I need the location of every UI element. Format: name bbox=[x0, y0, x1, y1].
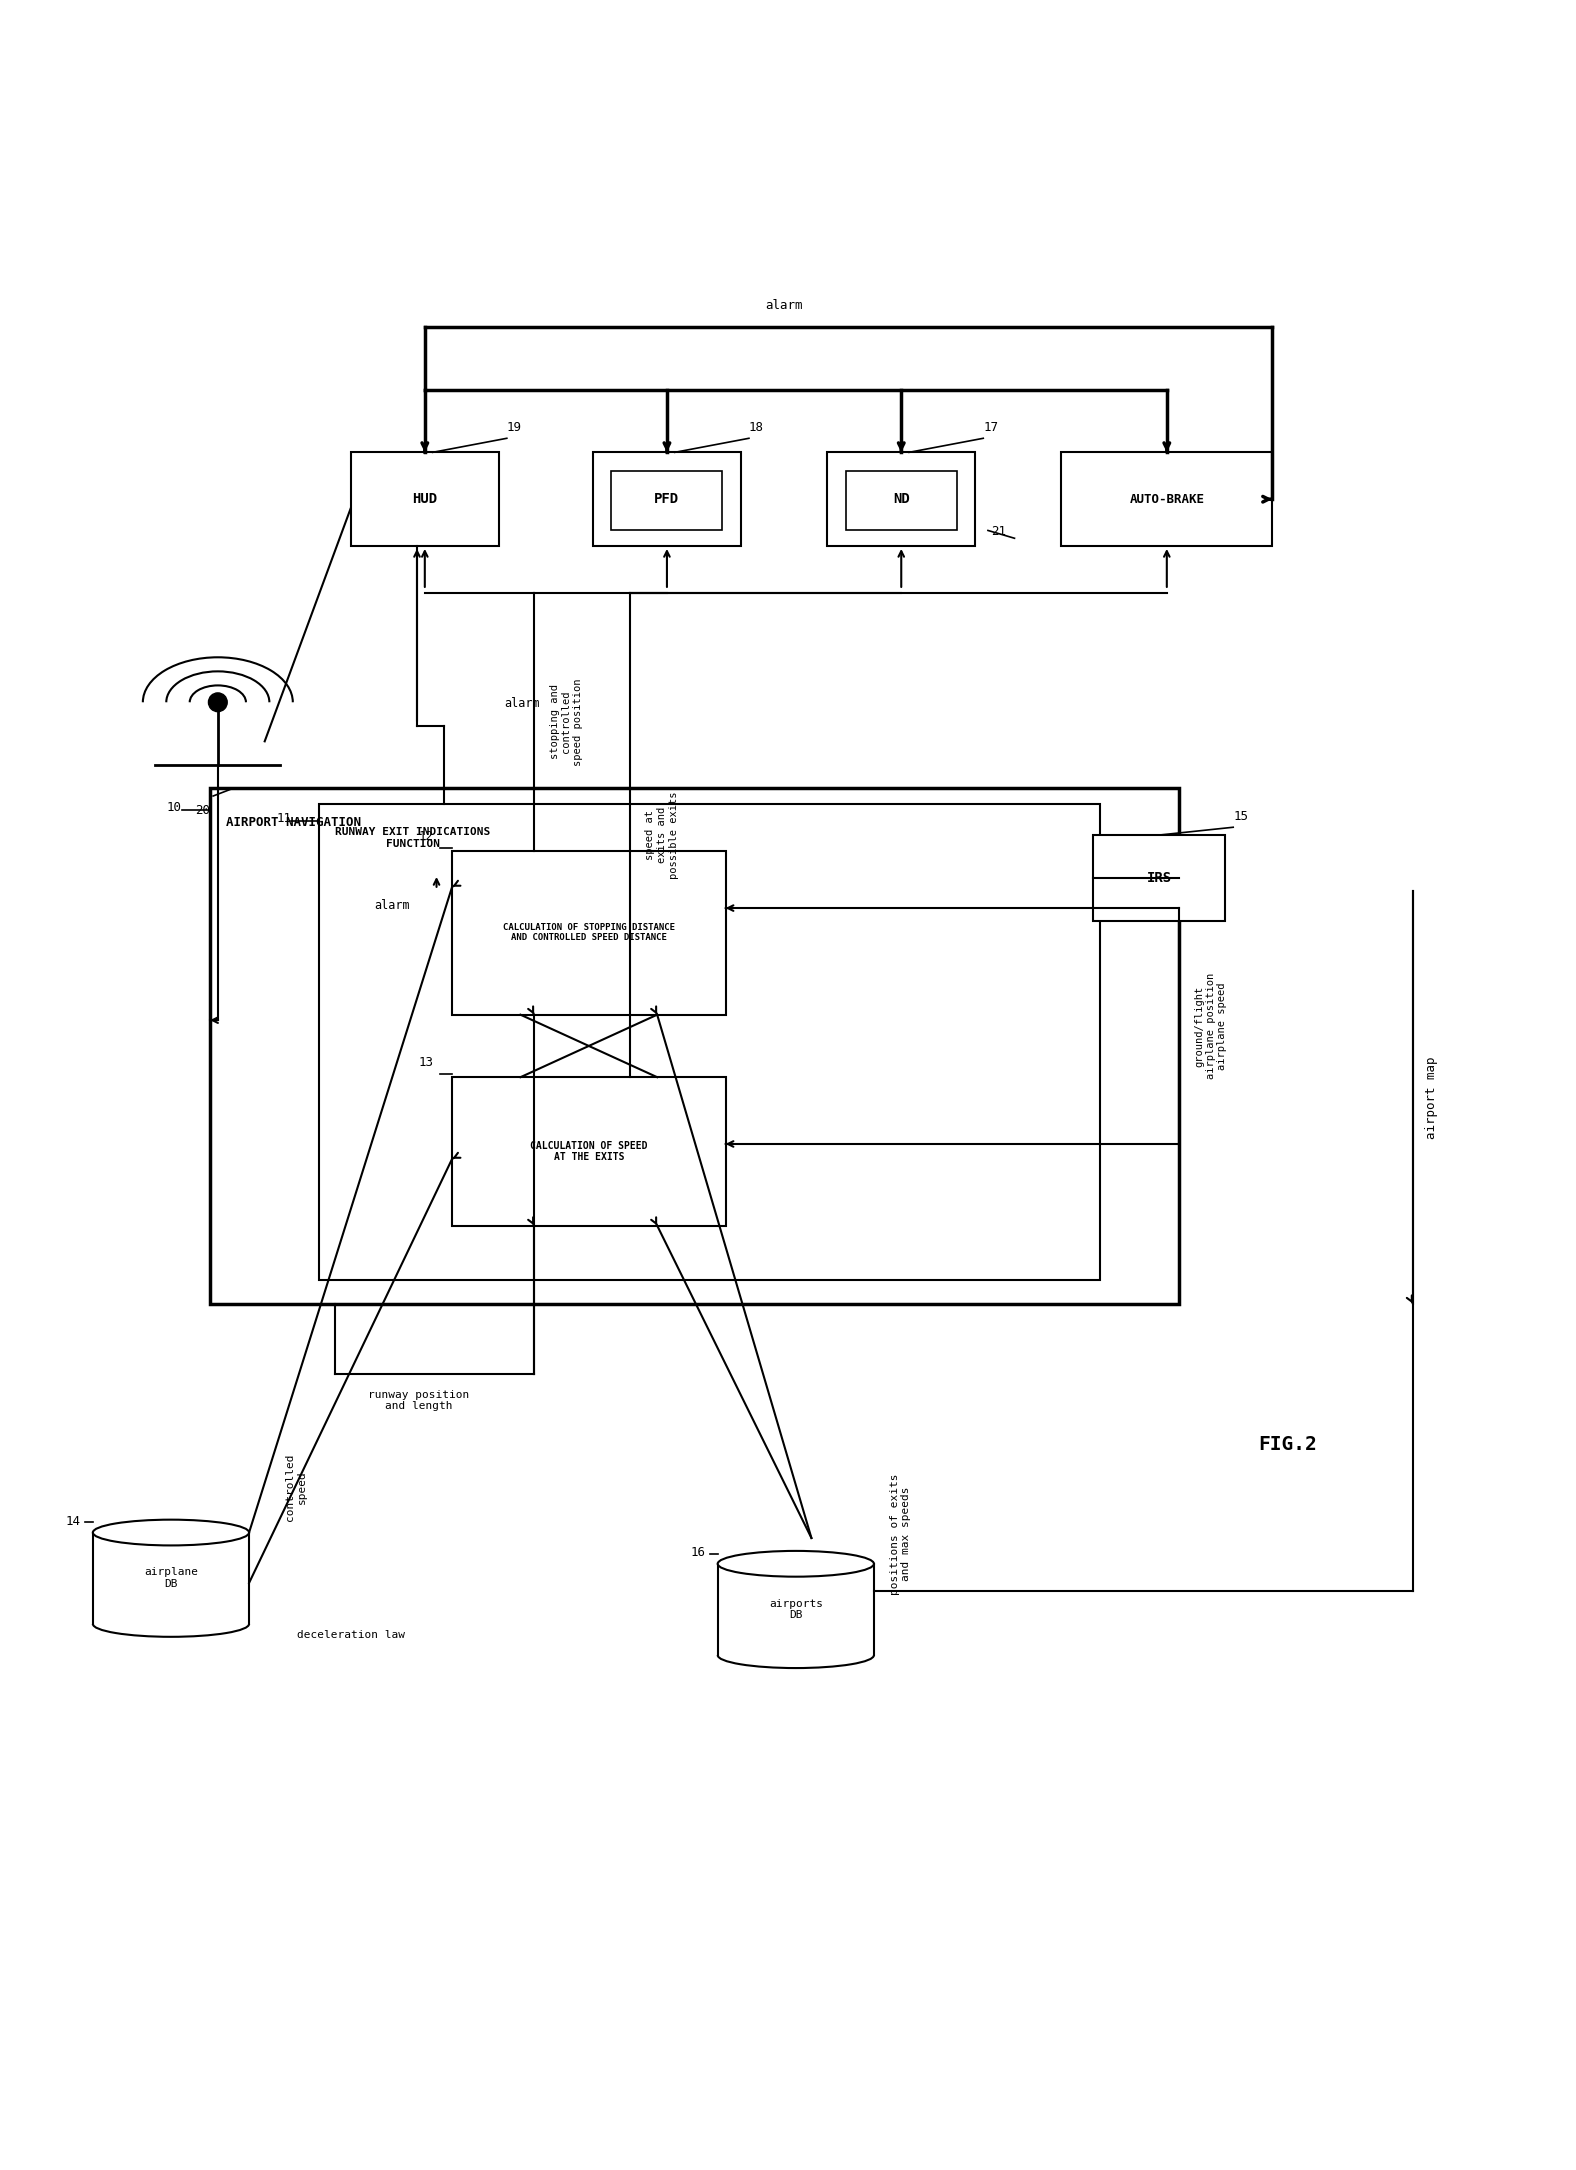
Text: CALCULATION OF SPEED
AT THE EXITS: CALCULATION OF SPEED AT THE EXITS bbox=[530, 1141, 648, 1163]
Text: 10: 10 bbox=[167, 801, 181, 814]
FancyBboxPatch shape bbox=[350, 451, 500, 547]
FancyBboxPatch shape bbox=[1092, 835, 1226, 920]
Text: 12: 12 bbox=[418, 829, 433, 842]
Text: alarm: alarm bbox=[374, 898, 410, 911]
FancyBboxPatch shape bbox=[827, 451, 976, 547]
Text: positions of exits
and max speeds: positions of exits and max speeds bbox=[889, 1473, 911, 1595]
Text: PFD: PFD bbox=[654, 493, 679, 506]
Ellipse shape bbox=[93, 1519, 249, 1545]
Text: controlled
speed: controlled speed bbox=[285, 1454, 307, 1521]
Text: airplane
DB: airplane DB bbox=[143, 1567, 199, 1588]
Text: HUD: HUD bbox=[413, 493, 438, 506]
Text: 18: 18 bbox=[749, 421, 764, 434]
Text: alarm: alarm bbox=[766, 299, 802, 312]
Text: airports
DB: airports DB bbox=[769, 1599, 823, 1621]
Text: 13: 13 bbox=[418, 1057, 433, 1070]
Text: AIRPORT NAVIGATION: AIRPORT NAVIGATION bbox=[225, 816, 361, 829]
Text: runway position
and length: runway position and length bbox=[369, 1389, 470, 1410]
Text: 14: 14 bbox=[65, 1515, 80, 1528]
FancyBboxPatch shape bbox=[611, 471, 722, 529]
Text: 17: 17 bbox=[983, 421, 998, 434]
Text: ND: ND bbox=[894, 493, 909, 506]
FancyBboxPatch shape bbox=[846, 471, 957, 529]
Text: alarm: alarm bbox=[504, 697, 541, 710]
FancyBboxPatch shape bbox=[452, 1076, 725, 1226]
Text: airport map: airport map bbox=[1425, 1057, 1437, 1139]
Text: 16: 16 bbox=[690, 1545, 704, 1558]
Text: speed at
exits and
possible exits: speed at exits and possible exits bbox=[646, 792, 679, 879]
FancyBboxPatch shape bbox=[320, 803, 1100, 1280]
Text: 19: 19 bbox=[507, 421, 522, 434]
Text: ground/flight
airplane position
airplane speed: ground/flight airplane position airplane… bbox=[1195, 972, 1228, 1078]
Text: AUTO-BRAKE: AUTO-BRAKE bbox=[1130, 493, 1204, 506]
Text: stopping and
controlled
speed position: stopping and controlled speed position bbox=[550, 677, 583, 766]
Circle shape bbox=[208, 692, 227, 712]
Text: FIG.2: FIG.2 bbox=[1259, 1434, 1318, 1454]
FancyBboxPatch shape bbox=[1061, 451, 1272, 547]
FancyBboxPatch shape bbox=[210, 788, 1179, 1304]
FancyBboxPatch shape bbox=[452, 851, 725, 1016]
Text: RUNWAY EXIT INDICATIONS
FUNCTION: RUNWAY EXIT INDICATIONS FUNCTION bbox=[336, 827, 490, 848]
FancyBboxPatch shape bbox=[593, 451, 741, 547]
Text: IRS: IRS bbox=[1146, 870, 1171, 885]
Text: 11: 11 bbox=[276, 812, 292, 825]
Ellipse shape bbox=[717, 1552, 875, 1578]
Text: 20: 20 bbox=[195, 803, 210, 816]
Text: 15: 15 bbox=[1232, 809, 1248, 822]
Text: 21: 21 bbox=[991, 525, 1005, 538]
Text: CALCULATION OF STOPPING DISTANCE
AND CONTROLLED SPEED DISTANCE: CALCULATION OF STOPPING DISTANCE AND CON… bbox=[503, 922, 675, 942]
Text: deceleration law: deceleration law bbox=[296, 1630, 405, 1641]
